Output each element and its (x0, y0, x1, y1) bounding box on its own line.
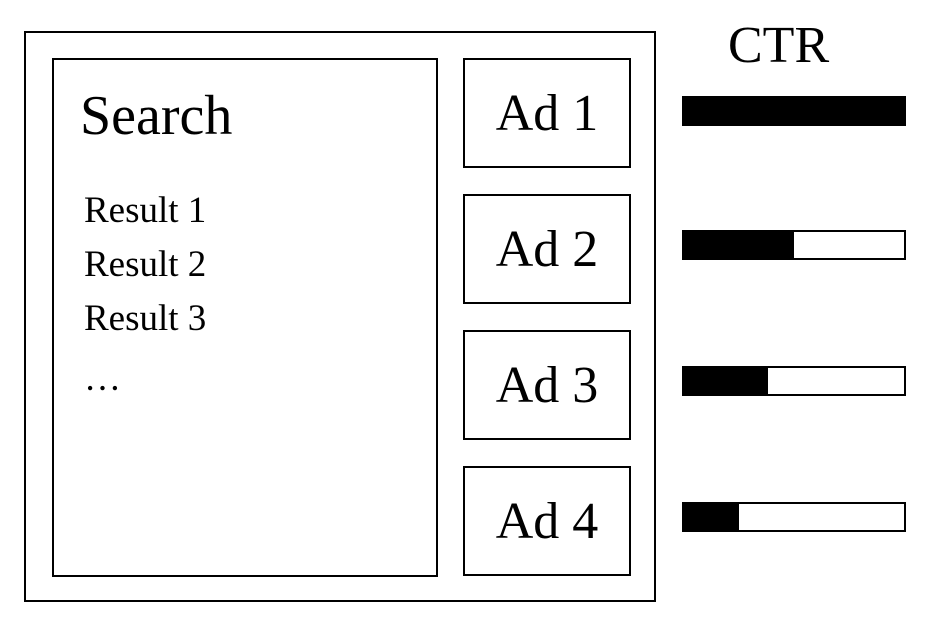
ctr-bar-ad-1 (682, 96, 906, 126)
ctr-fill-ad-4 (684, 504, 739, 530)
ctr-bar-ad-2 (682, 230, 906, 260)
ad-box-4: Ad 4 (463, 466, 631, 576)
ctr-bar-ad-4 (682, 502, 906, 532)
ctr-label: CTR (728, 17, 830, 74)
search-title: Search (80, 85, 233, 147)
search-result-3: Result 3 (84, 298, 207, 339)
ad-box-2: Ad 2 (463, 194, 631, 304)
search-result-2: Result 2 (84, 244, 207, 285)
ad-label-3: Ad 3 (495, 356, 599, 414)
ctr-fill-ad-3 (684, 368, 768, 394)
search-result-1: Result 1 (84, 190, 207, 231)
search-results-panel (52, 58, 438, 577)
ctr-bar-ad-3 (682, 366, 906, 396)
results-page-frame (24, 31, 656, 602)
ad-label-4: Ad 4 (495, 492, 599, 550)
search-result-ellipsis: … (84, 358, 121, 399)
ad-label-2: Ad 2 (495, 220, 599, 278)
ctr-fill-ad-2 (684, 232, 794, 258)
ctr-fill-ad-1 (684, 98, 904, 124)
ad-box-3: Ad 3 (463, 330, 631, 440)
ad-label-1: Ad 1 (495, 84, 599, 142)
ad-box-1: Ad 1 (463, 58, 631, 168)
